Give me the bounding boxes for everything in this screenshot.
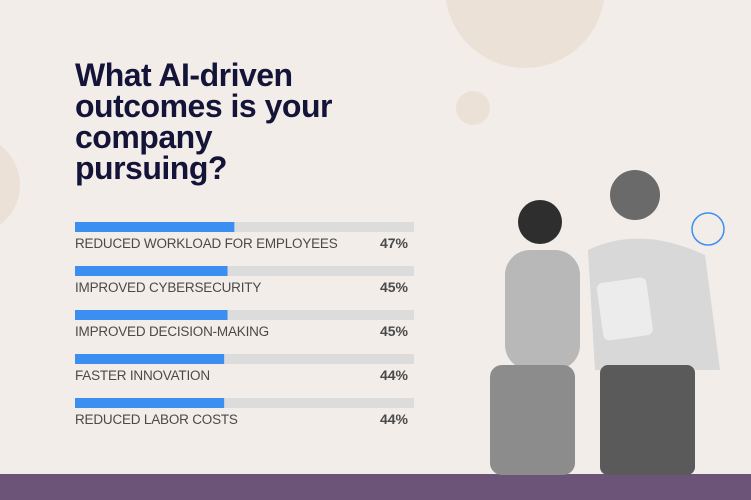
bar [75, 354, 225, 364]
photo [490, 170, 720, 475]
category-label: FASTER INNOVATION [75, 368, 210, 383]
value-label: 44% [380, 367, 409, 383]
value-label: 47% [380, 235, 409, 251]
decor-circle [445, 0, 605, 68]
bar-track [75, 266, 414, 276]
category-label: IMPROVED DECISION-MAKING [75, 324, 269, 339]
category-label: REDUCED LABOR COSTS [75, 412, 238, 427]
chart-title: What AI-driven outcomes is your company … [75, 57, 332, 186]
bar-track [75, 222, 414, 232]
bar-track [75, 354, 414, 364]
bar [75, 310, 228, 320]
value-label: 45% [380, 279, 409, 295]
value-label: 44% [380, 411, 409, 427]
value-label: 45% [380, 323, 409, 339]
bar [75, 398, 225, 408]
category-label: REDUCED WORKLOAD FOR EMPLOYEES [75, 236, 338, 251]
decor-circle [0, 145, 20, 225]
bar [75, 222, 235, 232]
category-label: IMPROVED CYBERSECURITY [75, 280, 261, 295]
bar [75, 266, 228, 276]
bar-track [75, 310, 414, 320]
footer-band [0, 474, 751, 500]
bar-track [75, 398, 414, 408]
decor-circle [456, 91, 490, 125]
decor-ring [691, 212, 725, 246]
